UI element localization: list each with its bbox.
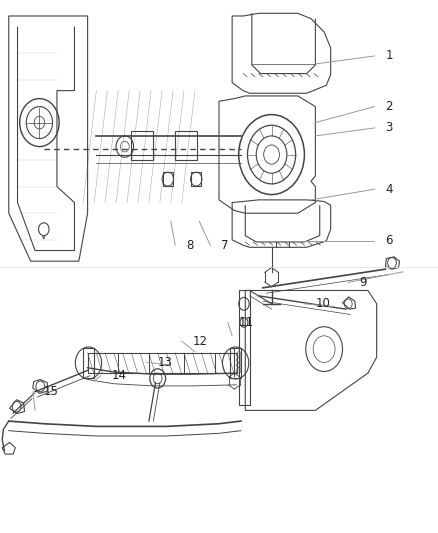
Text: 4: 4 xyxy=(385,183,393,196)
Text: 7: 7 xyxy=(221,239,229,252)
Text: 15: 15 xyxy=(44,385,59,398)
Text: 2: 2 xyxy=(385,100,393,113)
Text: 6: 6 xyxy=(385,235,393,247)
Text: 9: 9 xyxy=(359,276,367,289)
Text: 8: 8 xyxy=(186,239,194,252)
Text: 3: 3 xyxy=(385,122,393,134)
Text: 11: 11 xyxy=(239,316,254,329)
Text: 13: 13 xyxy=(158,356,173,369)
Text: 10: 10 xyxy=(315,297,330,310)
Text: 1: 1 xyxy=(385,50,393,62)
Text: 14: 14 xyxy=(112,369,127,382)
Text: 12: 12 xyxy=(193,335,208,348)
